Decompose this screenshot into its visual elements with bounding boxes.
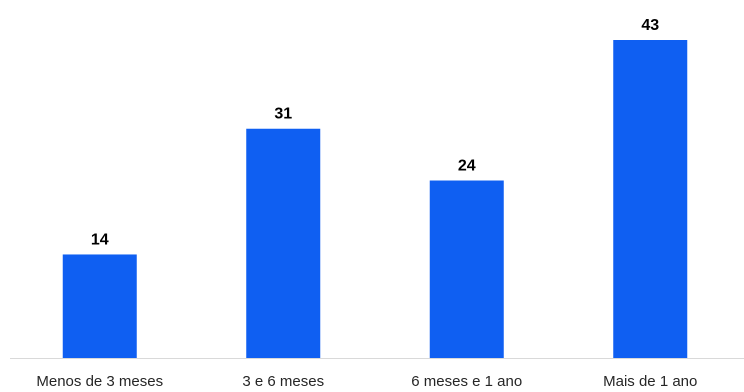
data-label-3: 43: [641, 17, 659, 34]
bars-group: [62, 40, 688, 358]
data-labels-group: 14 31 24 43: [91, 17, 659, 248]
data-label-2: 24: [458, 158, 476, 175]
data-label-0: 14: [91, 231, 109, 248]
category-labels-group: Menos de 3 meses 3 e 6 meses 6 meses e 1 a…: [36, 373, 697, 390]
category-label-2: 6 meses e 1 ano: [411, 373, 522, 390]
bar-0: [62, 254, 137, 358]
bar-1: [246, 128, 321, 358]
data-label-1: 31: [274, 106, 292, 123]
bar-3: [613, 40, 688, 358]
category-label-3: Mais de 1 ano: [603, 373, 697, 390]
category-label-0: Menos de 3 meses: [36, 373, 163, 390]
category-label-1: 3 e 6 meses: [242, 373, 324, 390]
bar-2: [429, 180, 504, 358]
